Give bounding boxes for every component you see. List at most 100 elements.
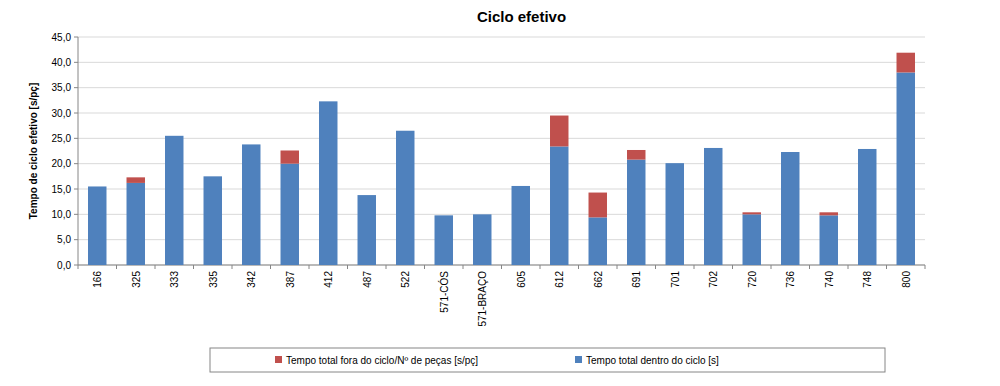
bar	[435, 215, 453, 216]
bar	[589, 193, 607, 218]
bar	[281, 164, 299, 265]
grid-line	[78, 113, 925, 114]
bar	[358, 195, 376, 196]
bar	[781, 152, 799, 153]
bar	[627, 160, 645, 265]
bar	[127, 177, 145, 183]
x-tick-label: 736	[785, 271, 796, 288]
bar	[204, 176, 222, 177]
x-tick	[655, 265, 656, 269]
bar	[858, 148, 876, 149]
x-tick	[617, 265, 618, 269]
x-tick-label: 605	[516, 271, 527, 288]
x-tick	[193, 265, 194, 269]
bar	[396, 130, 414, 131]
tick-mark	[74, 214, 78, 215]
bar	[858, 149, 876, 265]
x-tick-label: 720	[747, 271, 758, 288]
bar	[704, 148, 722, 265]
bar	[743, 212, 761, 214]
x-tick	[155, 265, 156, 269]
bar	[242, 144, 260, 145]
y-tick-label: 0,0	[57, 260, 71, 271]
tick-mark	[74, 189, 78, 190]
x-tick-label: 387	[285, 271, 296, 288]
tick-mark	[74, 265, 78, 266]
legend-label: Tempo total dentro do ciclo [s]	[586, 355, 719, 366]
x-tick-label: 701	[670, 271, 681, 288]
legend-swatch	[275, 356, 282, 363]
y-tick-label: 40,0	[52, 57, 72, 68]
bar	[319, 101, 337, 102]
bar	[820, 215, 838, 265]
x-tick-label: 691	[631, 271, 642, 288]
tick-mark	[74, 62, 78, 63]
y-tick-label: 35,0	[52, 82, 72, 93]
x-tick	[463, 265, 464, 269]
bar	[666, 163, 684, 164]
bar	[88, 186, 106, 265]
grid-line	[78, 87, 925, 88]
bar	[473, 214, 491, 215]
x-tick	[732, 265, 733, 269]
x-tick-label: 571-CÓS	[438, 271, 450, 313]
bar	[897, 53, 915, 73]
x-tick-label: 166	[92, 271, 103, 288]
x-tick	[809, 265, 810, 269]
x-tick	[540, 265, 541, 269]
x-tick-label: 612	[554, 271, 565, 288]
bar	[550, 116, 568, 147]
bar	[242, 144, 260, 265]
x-tick	[232, 265, 233, 269]
x-tick-label: 335	[208, 271, 219, 288]
title: Ciclo efetivo	[477, 8, 566, 25]
y-tick-label: 30,0	[52, 108, 72, 119]
legend-label: Tempo total fora do ciclo/Nº de peças [s…	[286, 355, 478, 366]
y-axis	[78, 37, 79, 265]
x-tick	[270, 265, 271, 269]
x-tick	[771, 265, 772, 269]
x-tick-label: 522	[400, 271, 411, 288]
bar	[473, 214, 491, 265]
bar	[781, 152, 799, 265]
x-tick	[347, 265, 348, 269]
bar	[820, 212, 838, 215]
bar	[666, 163, 684, 265]
x-tick-label: 487	[362, 271, 373, 288]
bar	[512, 186, 530, 265]
x-tick	[501, 265, 502, 269]
bar	[88, 186, 106, 187]
bar	[550, 146, 568, 265]
legend: Tempo total fora do ciclo/Nº de peças [s…	[210, 348, 885, 372]
bar	[589, 217, 607, 265]
x-tick-label: 702	[708, 271, 719, 288]
x-tick	[694, 265, 695, 269]
bar	[319, 101, 337, 265]
x-tick	[848, 265, 849, 269]
y-tick-label: 45,0	[52, 32, 72, 43]
y-tick-label: 25,0	[52, 133, 72, 144]
y-axis-label: Tempo de ciclo efetivo [s/pç]	[28, 83, 39, 220]
bar	[897, 72, 915, 265]
bars	[88, 53, 915, 265]
tick-mark	[74, 37, 78, 38]
bar	[435, 215, 453, 265]
y-tick-label: 5,0	[57, 234, 71, 245]
tick-mark	[74, 163, 78, 164]
bar	[165, 136, 183, 265]
bar	[281, 150, 299, 163]
x-tick	[424, 265, 425, 269]
y-tick-label: 10,0	[52, 209, 72, 220]
x-tick-label: 325	[131, 271, 142, 288]
grid-line	[78, 138, 925, 139]
grid-line	[78, 37, 925, 38]
bar	[627, 150, 645, 160]
tick-mark	[74, 87, 78, 88]
x-tick-label: 412	[323, 271, 334, 288]
y-tick-label: 15,0	[52, 184, 72, 195]
x-tick-label: 740	[824, 271, 835, 288]
y-tick-label: 20,0	[52, 158, 72, 169]
bar	[204, 176, 222, 265]
x-tick-label: 800	[901, 271, 912, 288]
bar	[704, 147, 722, 148]
